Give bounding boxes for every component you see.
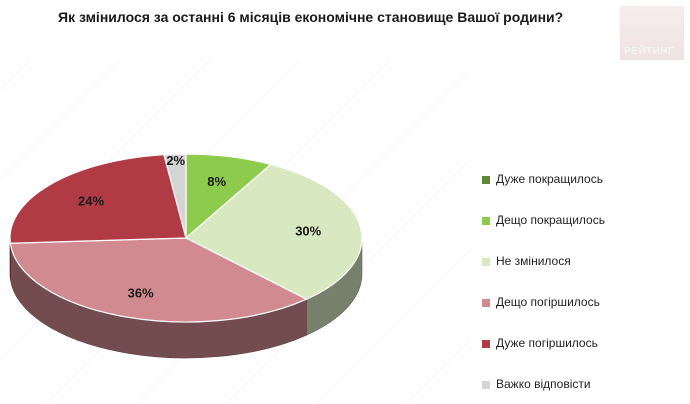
data-labels: 8% 30% 36% 24% 2% <box>78 153 322 301</box>
legend-label: Дуже погіршилось <box>496 336 598 350</box>
slice-2 <box>184 163 363 300</box>
data-label-3: 36% <box>128 286 154 301</box>
data-label-1: 8% <box>207 174 226 189</box>
legend-label: Не змінилося <box>496 254 571 268</box>
legend-label: Дещо погіршилось <box>496 295 600 309</box>
legend-swatch <box>482 299 490 307</box>
pie-sides <box>9 237 363 359</box>
slice-5 <box>163 153 187 239</box>
legend-swatch <box>482 340 490 348</box>
legend-swatch <box>482 258 490 266</box>
legend-label: Важко відповісти <box>496 377 591 391</box>
slice-1 <box>185 153 273 240</box>
channel-logo: РЕЙТИНГ <box>620 6 684 60</box>
logo-text: РЕЙТИНГ <box>624 46 675 57</box>
slice-3 <box>9 237 308 323</box>
legend-swatch <box>482 176 490 184</box>
legend-label: Дещо покращилось <box>496 213 605 227</box>
slice-4 <box>9 154 187 244</box>
data-label-2: 30% <box>295 224 321 239</box>
chart-title: Як змінилося за останні 6 місяців економ… <box>58 9 564 25</box>
legend-swatch <box>482 217 490 225</box>
legend-label: Дуже покращилось <box>496 172 603 186</box>
legend-swatch <box>482 381 490 389</box>
pie-slices <box>9 153 363 323</box>
data-label-4: 24% <box>78 194 104 209</box>
data-label-5: 2% <box>166 153 185 168</box>
